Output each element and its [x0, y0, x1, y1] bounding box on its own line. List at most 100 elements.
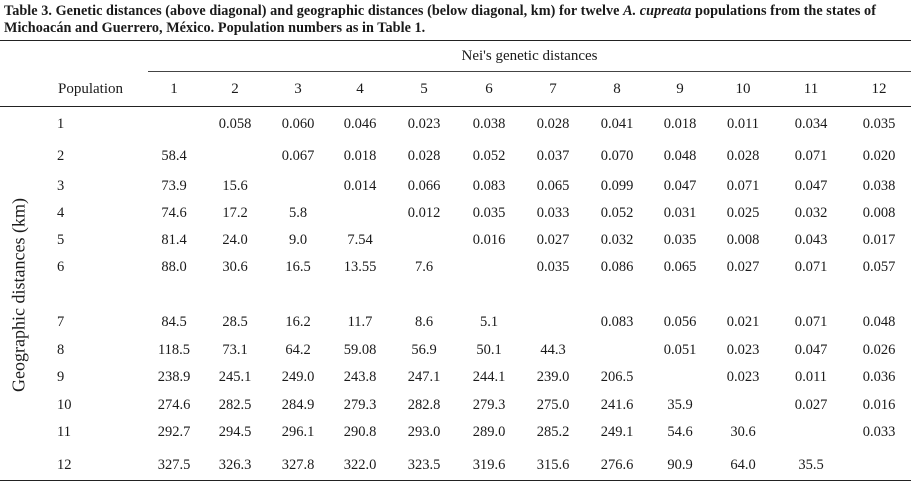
table-cell: 0.051: [663, 342, 697, 358]
table-cell: 0.065: [536, 178, 570, 194]
table-cell: 243.8: [343, 369, 377, 385]
table-cell: 0.052: [600, 205, 634, 221]
table-cell: 0.048: [663, 148, 697, 164]
table-cell: 0.033: [536, 205, 570, 221]
table-cell: 0.041: [600, 116, 634, 132]
table-cell: 294.5: [218, 424, 252, 440]
table-cell: 206.5: [600, 369, 634, 385]
table-cell: 17.2: [222, 205, 248, 221]
table-cell: 5.1: [479, 314, 499, 330]
species-name: A. cupreata: [623, 3, 692, 19]
caption-text-end: populations from the states of Michoacán…: [4, 3, 876, 36]
table-cell: 290.8: [343, 424, 377, 440]
top-rule: [0, 40, 911, 41]
table-cell: 0.020: [862, 148, 896, 164]
table-cell: 249.0: [281, 369, 315, 385]
table-cell: 11.7: [347, 314, 373, 330]
table-cell: 0.023: [407, 116, 441, 132]
column-header-6: 6: [485, 81, 493, 97]
table-cell: 0.056: [663, 314, 697, 330]
table-cell: 0.086: [600, 259, 634, 275]
table-cell: 30.6: [730, 424, 756, 440]
table-cell: 0.099: [600, 178, 634, 194]
table-cell: 0.016: [862, 397, 896, 413]
table-cell: 16.5: [285, 259, 311, 275]
table-label: Table 3.: [4, 3, 52, 19]
table-cell: 88.0: [161, 259, 187, 275]
table-cell: 282.8: [407, 397, 441, 413]
table-cell: 0.018: [663, 116, 697, 132]
column-header-5: 5: [420, 81, 428, 97]
table-cell: 282.5: [218, 397, 252, 413]
table-cell: 241.6: [600, 397, 634, 413]
table-cell: 16.2: [285, 314, 311, 330]
table-cell: 0.037: [536, 148, 570, 164]
table-cell: 0.016: [472, 232, 506, 248]
table-cell: 279.3: [472, 397, 506, 413]
table-cell: 0.011: [794, 369, 828, 385]
bottom-rule: [0, 480, 911, 481]
table-cell: 30.6: [222, 259, 248, 275]
table-cell: 0.032: [600, 232, 634, 248]
table-cell: 64.0: [730, 457, 756, 473]
table-cell: 0.014: [343, 178, 377, 194]
table-cell: 293.0: [407, 424, 441, 440]
table-cell: 0.008: [726, 232, 760, 248]
table-cell: 244.1: [472, 369, 506, 385]
table-cell: 0.070: [600, 148, 634, 164]
table-cell: 0.035: [862, 116, 896, 132]
table-cell: 0.032: [794, 205, 828, 221]
table-cell: 274.6: [157, 397, 191, 413]
column-header-12: 12: [871, 81, 887, 97]
table-cell: 0.033: [862, 424, 896, 440]
table-cell: 13.55: [343, 259, 377, 275]
geographic-distances-label: Geographic distances (km): [2, 150, 36, 440]
table-cell: 0.083: [472, 178, 506, 194]
table-cell: 90.9: [667, 457, 693, 473]
table-cell: 245.1: [218, 369, 252, 385]
column-header-3: 3: [294, 81, 302, 97]
table-cell: 0.027: [794, 397, 828, 413]
table-cell: 0.021: [726, 314, 760, 330]
table-cell: 73.1: [222, 342, 248, 358]
table-cell: 0.028: [536, 116, 570, 132]
table-cell: 322.0: [343, 457, 377, 473]
table-cell: 292.7: [157, 424, 191, 440]
table-cell: 58.4: [161, 148, 187, 164]
geographic-distances-text: Geographic distances (km): [8, 198, 29, 392]
table-cell: 0.043: [794, 232, 828, 248]
table-cell: 5.8: [288, 205, 308, 221]
table-cell: 276.6: [600, 457, 634, 473]
table-cell: 327.5: [157, 457, 191, 473]
row-label-3: 3: [57, 178, 65, 194]
table-cell: 0.035: [663, 232, 697, 248]
table-cell: 8.6: [414, 314, 434, 330]
table-cell: 118.5: [157, 342, 191, 358]
table-cell: 249.1: [600, 424, 634, 440]
table-cell: 0.058: [218, 116, 252, 132]
table-cell: 0.035: [536, 259, 570, 275]
table-cell: 0.036: [862, 369, 896, 385]
table-cell: 0.052: [472, 148, 506, 164]
table-cell: 0.047: [663, 178, 697, 194]
table-cell: 0.025: [726, 205, 760, 221]
row-label-11: 11: [57, 424, 71, 440]
table-cell: 296.1: [281, 424, 315, 440]
column-header-9: 9: [676, 81, 684, 97]
table-cell: 81.4: [161, 232, 187, 248]
table-cell: 73.9: [161, 178, 187, 194]
row-label-5: 5: [57, 232, 65, 248]
table-cell: 24.0: [222, 232, 248, 248]
column-header-4: 4: [356, 81, 364, 97]
table-cell: 247.1: [407, 369, 441, 385]
table-cell: 0.023: [726, 342, 760, 358]
table-cell: 319.6: [472, 457, 506, 473]
row-label-12: 12: [57, 457, 72, 473]
table-cell: 279.3: [343, 397, 377, 413]
table-cell: 0.066: [407, 178, 441, 194]
table-cell: 7.54: [347, 232, 373, 248]
column-header-8: 8: [613, 81, 621, 97]
table-cell: 0.017: [862, 232, 896, 248]
table-cell: 327.8: [281, 457, 315, 473]
table-cell: 0.071: [794, 259, 828, 275]
